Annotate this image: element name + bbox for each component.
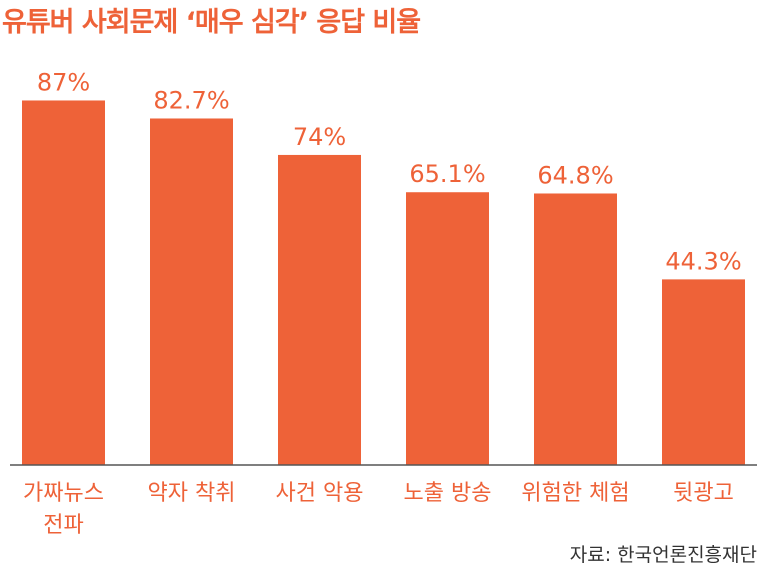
value-label-2: 82.7% xyxy=(153,86,229,114)
bar-3 xyxy=(278,154,361,465)
bar-4 xyxy=(406,192,489,465)
category-label-6: 뒷광고 xyxy=(673,481,734,506)
category-label-2: 약자 착취 xyxy=(148,481,236,506)
value-label-3: 74% xyxy=(293,123,346,151)
source-note: 자료: 한국언론진흥재단 xyxy=(569,544,757,566)
value-label-5: 64.8% xyxy=(537,161,613,189)
bar-2 xyxy=(150,118,233,465)
category-label-5: 위험한 체험 xyxy=(521,481,629,506)
bar-1 xyxy=(22,100,105,465)
category-label-1-line-2: 전파 xyxy=(43,513,83,538)
category-label-3: 사건 악용 xyxy=(276,481,364,506)
bars-group xyxy=(22,100,745,465)
value-label-4: 65.1% xyxy=(409,160,485,188)
chart-title: 유튜버 사회문제 ‘매우 심각’ 응답 비율 xyxy=(2,7,421,38)
value-label-1: 87% xyxy=(37,68,90,96)
bar-5 xyxy=(534,193,617,465)
category-label-4: 노출 방송 xyxy=(404,481,492,506)
bar-6 xyxy=(662,279,745,465)
value-label-6: 44.3% xyxy=(665,247,741,275)
category-label-1-line-1: 가짜뉴스 xyxy=(23,481,104,506)
value-labels-group: 87% 82.7% 74% 65.1% 64.8% 44.3% xyxy=(37,68,742,275)
